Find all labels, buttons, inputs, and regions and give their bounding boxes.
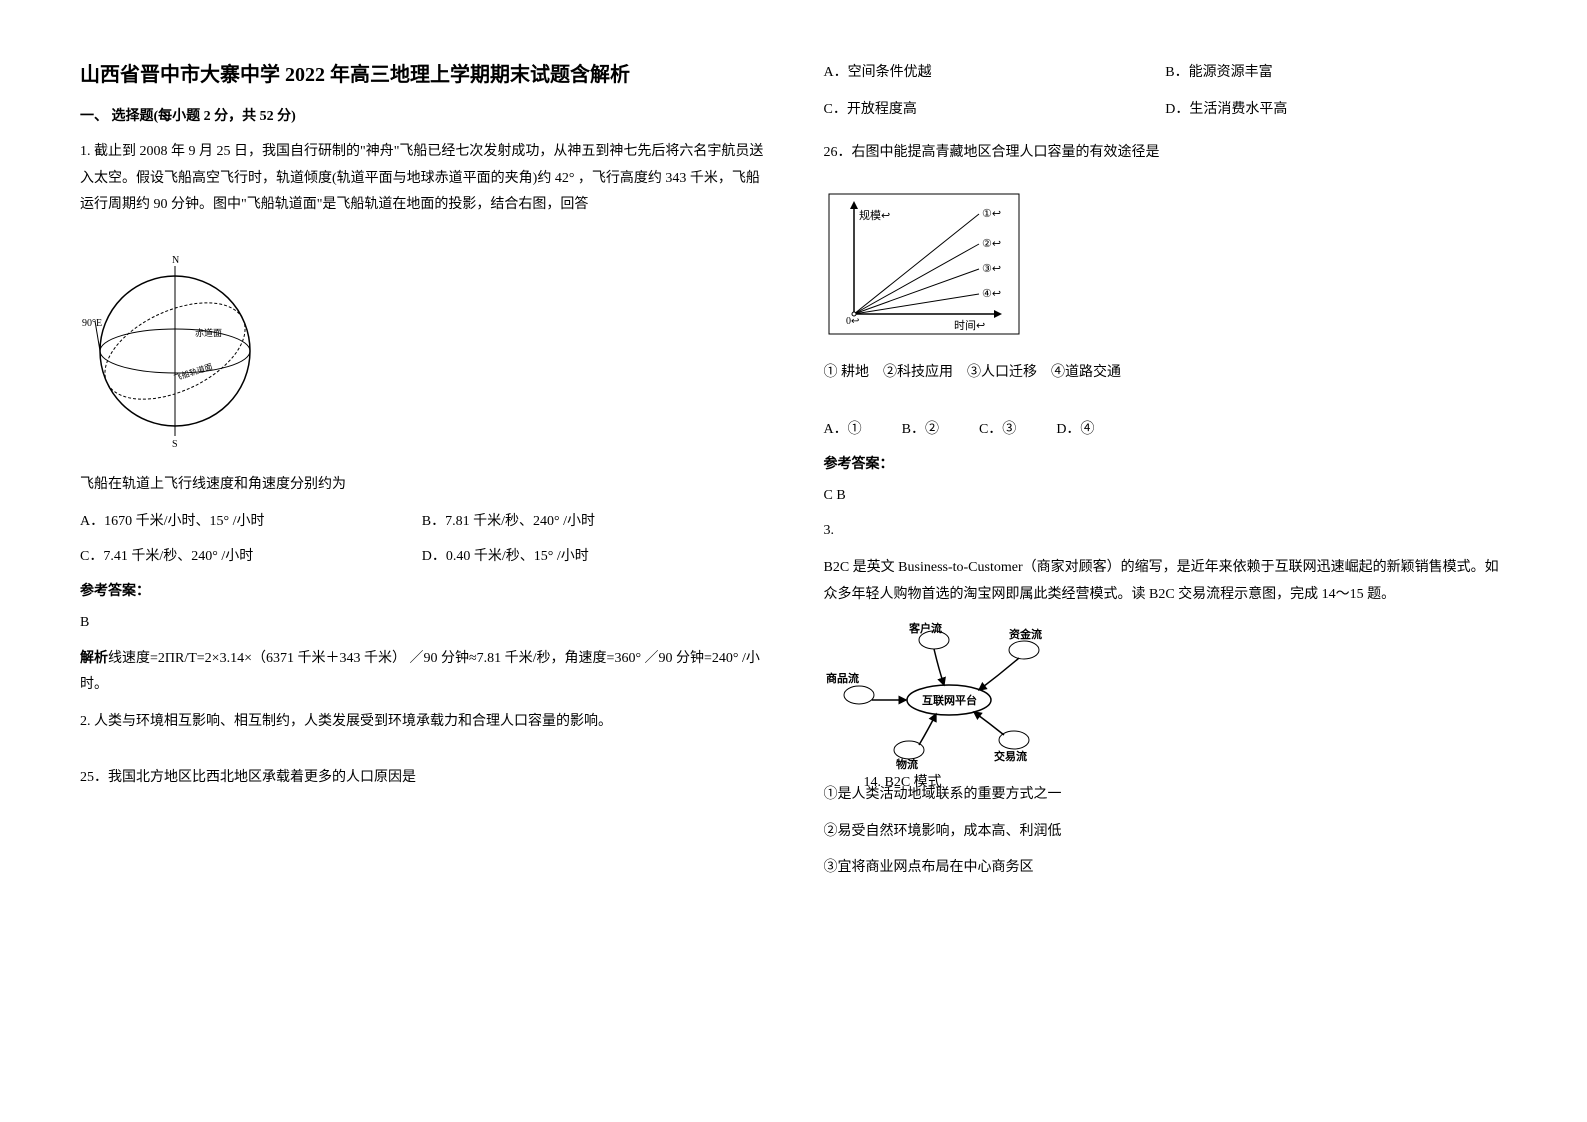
q25-optB: B．能源资源丰富 (1165, 60, 1507, 85)
q3-text: B2C 是英文 Business-to-Customer（商家对顾客）的缩写，是… (824, 555, 1508, 608)
q1-sub: 飞船在轨道上飞行线速度和角速度分别约为 (80, 472, 764, 499)
b2c-diagram-container: 客户流 资金流 商品流 互联网平台 物流 交易流 14. B2C 模式 (824, 620, 1144, 770)
q26-optD: D．④ (1056, 417, 1094, 442)
q1-optB: B．7.81 千米/秒、240° /小时 (422, 509, 764, 534)
orbit-s-label: S (172, 439, 178, 450)
q1-optD: D．0.40 千米/秒、15° /小时 (422, 544, 764, 569)
q1-options-row1: A．1670 千米/小时、15° /小时 B．7.81 千米/秒、240° /小… (80, 509, 764, 534)
graph-ylabel: 规模↩ (859, 208, 890, 222)
graph-line3: ③↩ (982, 263, 1001, 275)
b2c-node-money: 资金流 (1009, 627, 1042, 641)
q1-answer-label: 参考答案： (80, 579, 764, 604)
graph-line4: ④↩ (982, 288, 1001, 300)
q1-options-row2: C．7.41 千米/秒、240° /小时 D．0.40 千米/秒、15° /小时 (80, 544, 764, 569)
q26-answer: C B (824, 483, 1508, 508)
right-column: A．空间条件优越 B．能源资源丰富 C．开放程度高 D．生活消费水平高 26．右… (824, 60, 1508, 1062)
q3-num: 3. (824, 518, 1508, 545)
b2c-node-platform: 互联网平台 (922, 693, 977, 707)
q25-options-row1: A．空间条件优越 B．能源资源丰富 (824, 60, 1508, 85)
graph-line1: ①↩ (982, 208, 1001, 220)
b2c-diagram: 客户流 资金流 商品流 互联网平台 物流 交易流 (824, 620, 1084, 770)
q1-text: 1. 截止到 2008 年 9 月 25 日，我国自行研制的"神舟"飞船已经七次… (80, 139, 764, 219)
q26-optC: C．③ (979, 417, 1016, 442)
q1-optC: C．7.41 千米/秒、240° /小时 (80, 544, 422, 569)
q25-optA: A．空间条件优越 (824, 60, 1166, 85)
left-column: 山西省晋中市大寨中学 2022 年高三地理上学期期末试题含解析 一、 选择题(每… (80, 60, 764, 1062)
q3-line2: ②易受自然环境影响，成本高、利润低 (824, 819, 1508, 846)
q25-options-row2: C．开放程度高 D．生活消费水平高 (824, 97, 1508, 122)
q1-explain: 解析线速度=2ΠR/T=2×3.14×（6371 千米＋343 千米） ／90 … (80, 646, 764, 699)
q25-optC: C．开放程度高 (824, 97, 1166, 122)
section-header-1: 一、 选择题(每小题 2 分，共 52 分) (80, 104, 764, 129)
graph-origin: 0↩ (846, 316, 859, 327)
graph-xlabel: 时间↩ (954, 319, 985, 332)
orbit-track-label: 飞船轨道面 (173, 361, 214, 383)
b2c-node-customer: 客户流 (908, 621, 942, 635)
q1-answer: B (80, 610, 764, 635)
q3-mode-label: 14. B2C 模式 (864, 770, 942, 795)
q26-optB: B．② (902, 417, 939, 442)
q25-text: 25．我国北方地区比西北地区承载着更多的人口原因是 (80, 765, 764, 792)
graph-diagram: 规模↩ 时间↩ ①↩ ②↩ ③↩ ④↩ 0↩ (824, 189, 1024, 339)
b2c-node-trade: 交易流 (994, 749, 1027, 763)
q26-optA: A．① (824, 417, 862, 442)
orbit-equator-label: 赤道面 (195, 327, 222, 338)
orbit-90e-label: 90°E (82, 318, 102, 329)
q1-optA: A．1670 千米/小时、15° /小时 (80, 509, 422, 534)
q1-explain-label: 解析 (80, 651, 108, 666)
q26-answer-label: 参考答案： (824, 452, 1508, 477)
orbit-n-label: N (172, 255, 179, 266)
orbit-diagram: N S 90°E 赤道面 飞船轨道面 (80, 241, 270, 451)
b2c-node-goods: 商品流 (826, 671, 859, 685)
q26-text: 26．右图中能提高青藏地区合理人口容量的有效途径是 (824, 140, 1508, 167)
q25-optD: D．生活消费水平高 (1165, 97, 1507, 122)
page-title: 山西省晋中市大寨中学 2022 年高三地理上学期期末试题含解析 (80, 60, 764, 90)
q3-line3: ③宜将商业网点布局在中心商务区 (824, 855, 1508, 882)
q2-text: 2. 人类与环境相互影响、相互制约，人类发展受到环境承载力和合理人口容量的影响。 (80, 709, 764, 736)
b2c-node-logistics: 物流 (896, 757, 918, 770)
q26-legend: ① 耕地 ②科技应用 ③人口迁移 ④道路交通 (824, 360, 1508, 387)
q1-explain-text: 线速度=2ΠR/T=2×3.14×（6371 千米＋343 千米） ／90 分钟… (80, 651, 760, 693)
q26-options: A．① B．② C．③ D．④ (824, 417, 1508, 442)
graph-line2: ②↩ (982, 238, 1001, 250)
